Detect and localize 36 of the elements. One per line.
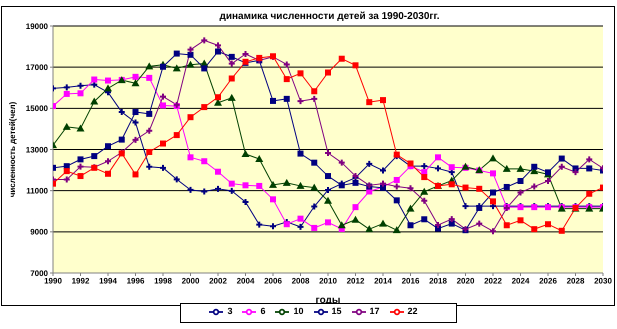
x-tick-label: 2022 bbox=[484, 276, 502, 286]
legend-label: 10 bbox=[293, 306, 304, 316]
y-tick-label: 9000 bbox=[30, 228, 49, 237]
x-tick-label: 2020 bbox=[456, 276, 475, 286]
chart-title: динамика численности детей за 1990-2030гг. bbox=[218, 11, 440, 22]
legend-label: 15 bbox=[332, 306, 342, 316]
legend-label: 3 bbox=[227, 306, 232, 316]
x-tick-label: 2028 bbox=[566, 276, 585, 286]
x-tick-label: 2016 bbox=[402, 276, 420, 286]
y-tick-label: 7000 bbox=[30, 268, 49, 278]
x-tick-label: 2010 bbox=[319, 276, 338, 286]
legend-label: 22 bbox=[408, 306, 418, 316]
x-tick-label: 1996 bbox=[126, 276, 145, 286]
x-tick-label: 2002 bbox=[209, 276, 228, 286]
y-tick-label: 11000 bbox=[26, 186, 49, 196]
x-tick-label: 2008 bbox=[292, 276, 310, 286]
x-tick-label: 1994 bbox=[99, 276, 118, 286]
x-tick-label: 2006 bbox=[264, 276, 282, 286]
x-tick-label: 1992 bbox=[72, 276, 90, 286]
x-tick-label: 1990 bbox=[44, 276, 62, 286]
x-tick-label: 2018 bbox=[429, 276, 448, 286]
x-tick-label: 2026 bbox=[539, 276, 558, 286]
x-tick-label: 1998 bbox=[154, 276, 172, 286]
y-tick-label: 15000 bbox=[26, 104, 49, 114]
x-tick-label: 2012 bbox=[346, 276, 365, 286]
x-tick-label: 2014 bbox=[374, 276, 392, 286]
y-tick-label: 13000 bbox=[26, 145, 49, 154]
legend-label: 6 bbox=[260, 306, 266, 316]
legend-label: 17 bbox=[370, 306, 380, 316]
x-tick-label: 2030 bbox=[594, 276, 612, 286]
x-tick-label: 2004 bbox=[236, 276, 255, 286]
y-tick-label: 19000 bbox=[26, 22, 49, 31]
x-tick-label: 2000 bbox=[182, 276, 200, 286]
y-axis-title: численность детей(чел) bbox=[8, 101, 17, 198]
x-tick-label: 2024 bbox=[512, 276, 530, 286]
y-tick-label: 17000 bbox=[26, 63, 49, 72]
